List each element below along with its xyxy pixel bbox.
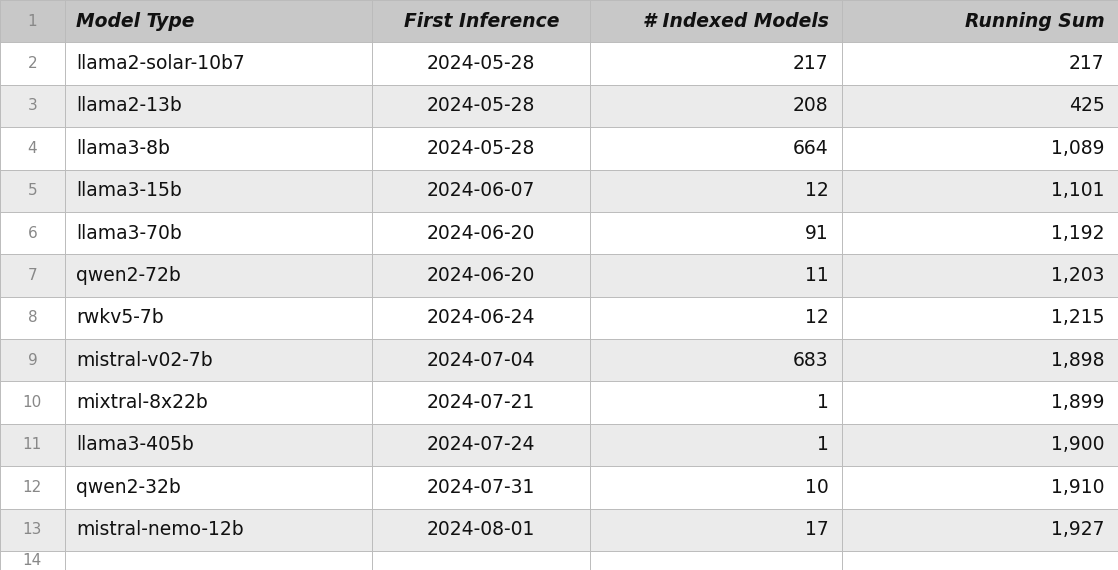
Text: 1,089: 1,089 [1051,139,1105,158]
Text: 5: 5 [28,183,37,198]
Text: 91: 91 [805,223,828,243]
Text: 208: 208 [793,96,828,116]
Text: 1,192: 1,192 [1051,223,1105,243]
Text: 217: 217 [793,54,828,73]
Text: 6: 6 [28,226,37,241]
Text: 1: 1 [816,393,828,412]
Bar [0,551,1118,570]
Text: 13: 13 [22,522,42,538]
Text: llama3-70b: llama3-70b [76,223,182,243]
Bar [0,381,1118,424]
Text: 2024-05-28: 2024-05-28 [427,54,536,73]
Text: 7: 7 [28,268,37,283]
Text: 11: 11 [805,266,828,285]
Text: mixtral-8x22b: mixtral-8x22b [76,393,208,412]
Text: Running Sum: Running Sum [965,12,1105,31]
Bar [0,339,1118,381]
Text: 1,910: 1,910 [1051,478,1105,497]
Bar [0,466,1118,508]
Text: 17: 17 [805,520,828,539]
Text: qwen2-72b: qwen2-72b [76,266,181,285]
Text: 1: 1 [28,14,37,28]
Text: 1,203: 1,203 [1051,266,1105,285]
Text: llama2-13b: llama2-13b [76,96,182,116]
Text: 11: 11 [22,438,42,453]
Text: llama3-15b: llama3-15b [76,181,182,200]
Text: 664: 664 [793,139,828,158]
Text: 2024-07-04: 2024-07-04 [427,351,536,370]
Bar [0,169,1118,212]
Text: # Indexed Models: # Indexed Models [643,12,828,31]
Text: 425: 425 [1069,96,1105,116]
Bar [0,254,1118,296]
Bar [0,0,1118,42]
Text: llama2-solar-10b7: llama2-solar-10b7 [76,54,245,73]
Text: 1,899: 1,899 [1051,393,1105,412]
Text: 12: 12 [805,181,828,200]
Text: 2024-07-24: 2024-07-24 [427,435,536,454]
Text: 1,898: 1,898 [1051,351,1105,370]
Text: 12: 12 [805,308,828,327]
Text: 2024-07-31: 2024-07-31 [427,478,536,497]
Text: 1,101: 1,101 [1051,181,1105,200]
Text: 683: 683 [793,351,828,370]
Bar [0,296,1118,339]
Text: 2024-08-01: 2024-08-01 [427,520,536,539]
Text: rwkv5-7b: rwkv5-7b [76,308,163,327]
Text: 2024-06-07: 2024-06-07 [427,181,536,200]
Text: 2024-06-20: 2024-06-20 [427,266,536,285]
Text: 217: 217 [1069,54,1105,73]
Text: 1,215: 1,215 [1051,308,1105,327]
Text: 2024-05-28: 2024-05-28 [427,139,536,158]
Text: 10: 10 [22,395,42,410]
Text: 3: 3 [28,99,37,113]
Text: 14: 14 [22,553,42,568]
Text: 2024-06-24: 2024-06-24 [427,308,536,327]
Text: 1: 1 [816,435,828,454]
Text: 2: 2 [28,56,37,71]
Text: llama3-405b: llama3-405b [76,435,193,454]
Bar [0,85,1118,127]
Bar [0,424,1118,466]
Text: 1,900: 1,900 [1051,435,1105,454]
Text: 12: 12 [22,480,42,495]
Text: qwen2-32b: qwen2-32b [76,478,181,497]
Text: llama3-8b: llama3-8b [76,139,170,158]
Text: First Inference: First Inference [404,12,559,31]
Text: 10: 10 [805,478,828,497]
Text: mistral-nemo-12b: mistral-nemo-12b [76,520,244,539]
Text: 4: 4 [28,141,37,156]
Text: 1,927: 1,927 [1051,520,1105,539]
Text: 9: 9 [28,353,37,368]
Bar [0,42,1118,85]
Bar [0,508,1118,551]
Text: 2024-07-21: 2024-07-21 [427,393,536,412]
Text: Model Type: Model Type [76,12,195,31]
Text: 2024-05-28: 2024-05-28 [427,96,536,116]
Text: mistral-v02-7b: mistral-v02-7b [76,351,212,370]
Text: 8: 8 [28,310,37,325]
Bar [0,127,1118,169]
Text: 2024-06-20: 2024-06-20 [427,223,536,243]
Bar [0,212,1118,254]
